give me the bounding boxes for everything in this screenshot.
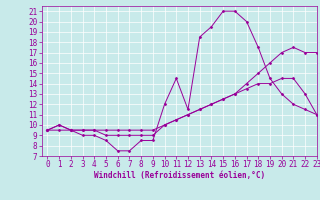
- X-axis label: Windchill (Refroidissement éolien,°C): Windchill (Refroidissement éolien,°C): [94, 171, 265, 180]
